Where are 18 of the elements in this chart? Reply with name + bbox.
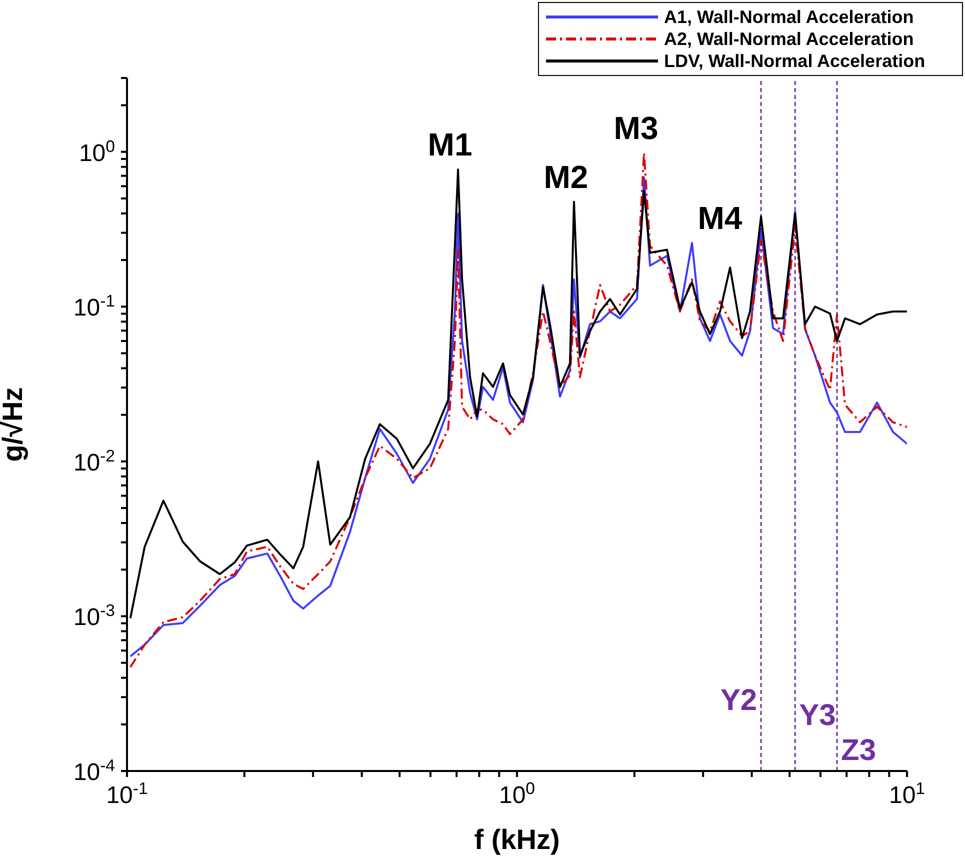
x-tick-label: 10$^{0}$ (498, 778, 536, 809)
ref-line-label: Y3 (799, 699, 836, 732)
legend-label: A1, Wall-Normal Acceleration (664, 7, 914, 27)
y-tick-label: 10$^{-1}$ (73, 291, 115, 322)
legend-label: A2, Wall-Normal Acceleration (664, 29, 914, 49)
annotation: M3 (614, 110, 658, 146)
y-axis-title: g/√Hz (0, 387, 28, 462)
y-tick-label: 10$^{-2}$ (73, 446, 115, 476)
x-axis-title: f (kHz) (474, 824, 560, 855)
ref-line-label: Z3 (841, 734, 876, 767)
annotation: M4 (698, 200, 742, 236)
x-tick-label: 10$^{1}$ (888, 778, 926, 809)
annotation: M1 (428, 126, 472, 163)
y-tick-label: 10$^{-3}$ (73, 600, 115, 632)
annotation: M2 (544, 158, 588, 195)
y-tick-label: 10$^{0}$ (78, 136, 115, 167)
ref-line-label: Y2 (720, 684, 758, 717)
legend-label: LDV, Wall-Normal Acceleration (664, 51, 926, 71)
